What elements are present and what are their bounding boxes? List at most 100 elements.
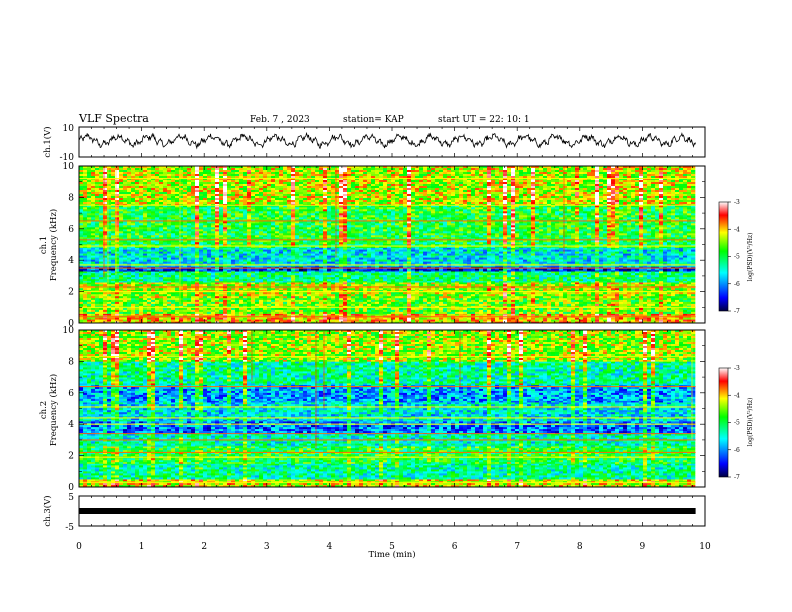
spectrogram-cell [259, 248, 263, 250]
spectrogram-cell [451, 302, 455, 304]
spectrogram-cell [307, 312, 311, 314]
spectrogram-cell [83, 302, 87, 304]
spectrogram-cell [375, 312, 379, 314]
spectrogram-cell [535, 277, 539, 279]
spectrogram-cell [443, 318, 447, 320]
spectrogram-cell [639, 271, 643, 272]
spectrogram-cell [379, 296, 383, 298]
spectrogram-cell [147, 308, 151, 310]
spectrogram-cell [607, 314, 611, 316]
spectrogram-cell [191, 294, 195, 296]
spectrogram-cell [259, 277, 263, 279]
spectrogram-cell [215, 282, 219, 284]
spectrogram-cell [367, 296, 371, 298]
spectrogram-cell [115, 275, 119, 277]
spectrogram-cell [187, 314, 191, 316]
spectrogram-cell [623, 271, 627, 272]
spectrogram-cell [475, 312, 479, 314]
spectrogram-cell [431, 284, 435, 286]
spectrogram-cell [155, 273, 159, 275]
spectrogram-cell [479, 310, 483, 312]
spectrogram-cell [387, 275, 391, 277]
spectrogram-cell [627, 314, 631, 316]
spectrogram-cell [259, 281, 263, 282]
spectrogram-cell [207, 294, 211, 296]
spectrogram-cell [99, 288, 103, 290]
spectrogram-cell [135, 248, 139, 250]
spectrogram-cell [603, 292, 607, 294]
spectrogram-cell [543, 282, 547, 284]
spectrogram-cell [691, 296, 695, 298]
spectrogram-cell [171, 282, 175, 284]
spectrogram-cell [475, 281, 479, 282]
spectrogram-cell [387, 302, 391, 304]
spectrogram-cell [187, 282, 191, 284]
spectrogram-cell [683, 271, 687, 273]
spectrogram-cell [251, 275, 255, 277]
spectrogram-cell [359, 308, 363, 310]
spectrogram-cell [255, 271, 259, 273]
spectrogram-cell [503, 302, 507, 304]
spectrogram-cell [147, 282, 151, 284]
spectrogram-cell [367, 271, 371, 273]
spectrogram-cell [359, 248, 363, 250]
spectrogram-cell [595, 298, 599, 300]
spectrogram-cell [691, 292, 695, 294]
spectrogram-cell [671, 320, 675, 322]
spectrogram-cell [95, 271, 99, 273]
spectrogram-cell [323, 308, 327, 310]
spectrogram-cell [155, 269, 159, 271]
spectrogram-cell [235, 308, 239, 310]
spectrogram-cell [479, 271, 483, 272]
spectrogram-cell [207, 281, 211, 282]
spectrogram-cell [691, 281, 695, 282]
spectrogram-cell [507, 312, 511, 314]
spectrogram-cell [411, 250, 415, 252]
spectrogram-cell [111, 271, 115, 273]
spectrogram-cell [679, 302, 683, 304]
spectrogram-cell [219, 320, 223, 322]
spectrogram-cell [419, 310, 423, 312]
spectrogram-cell [275, 271, 279, 272]
spectrogram-cell [195, 318, 199, 320]
spectrogram-cell [247, 294, 251, 296]
spectrogram-cell [203, 312, 207, 314]
spectrogram-cell [591, 302, 595, 304]
spectrogram-cell [647, 269, 651, 271]
spectrogram-cell [167, 269, 171, 271]
spectrogram-cell [667, 282, 671, 284]
spectrogram-cell [587, 314, 591, 316]
spectrogram-cell [79, 292, 83, 294]
spectrogram-cell [87, 284, 91, 286]
spectrogram-cell [215, 284, 219, 286]
spectrogram-cell [683, 318, 687, 320]
spectrogram-cell [127, 298, 131, 300]
spectrogram-cell [347, 308, 351, 310]
spectrogram-cell [259, 296, 263, 298]
spectrogram-cell [519, 271, 523, 272]
spectrogram-cell [623, 273, 627, 275]
spectrogram-cell [479, 314, 483, 316]
spectrogram-cell [163, 298, 167, 300]
spectrogram-cell [551, 279, 555, 281]
spectrogram-cell [167, 250, 171, 252]
spectrogram-cell [271, 250, 275, 252]
spectrogram-cell [267, 296, 271, 298]
spectrogram-cell [135, 271, 139, 273]
spectrogram-cell [683, 275, 687, 277]
spectrogram-cell [91, 275, 95, 277]
station-label: station= KAP [343, 115, 404, 125]
spectrogram-cell [599, 300, 603, 302]
spectrogram-cell [507, 294, 511, 296]
spectrogram-cell [651, 310, 655, 312]
spectrogram-cell [115, 320, 119, 322]
spectrogram-cell [511, 294, 515, 296]
spectrogram-cell [167, 310, 171, 312]
spectrogram-cell [359, 318, 363, 320]
spectrogram-cell [427, 281, 431, 282]
spectrogram-cell [519, 308, 523, 310]
spectrogram-cell [195, 320, 199, 322]
spectrogram-cell [411, 312, 415, 314]
spectrogram-cell [147, 294, 151, 296]
spectrogram-cell [299, 271, 303, 272]
